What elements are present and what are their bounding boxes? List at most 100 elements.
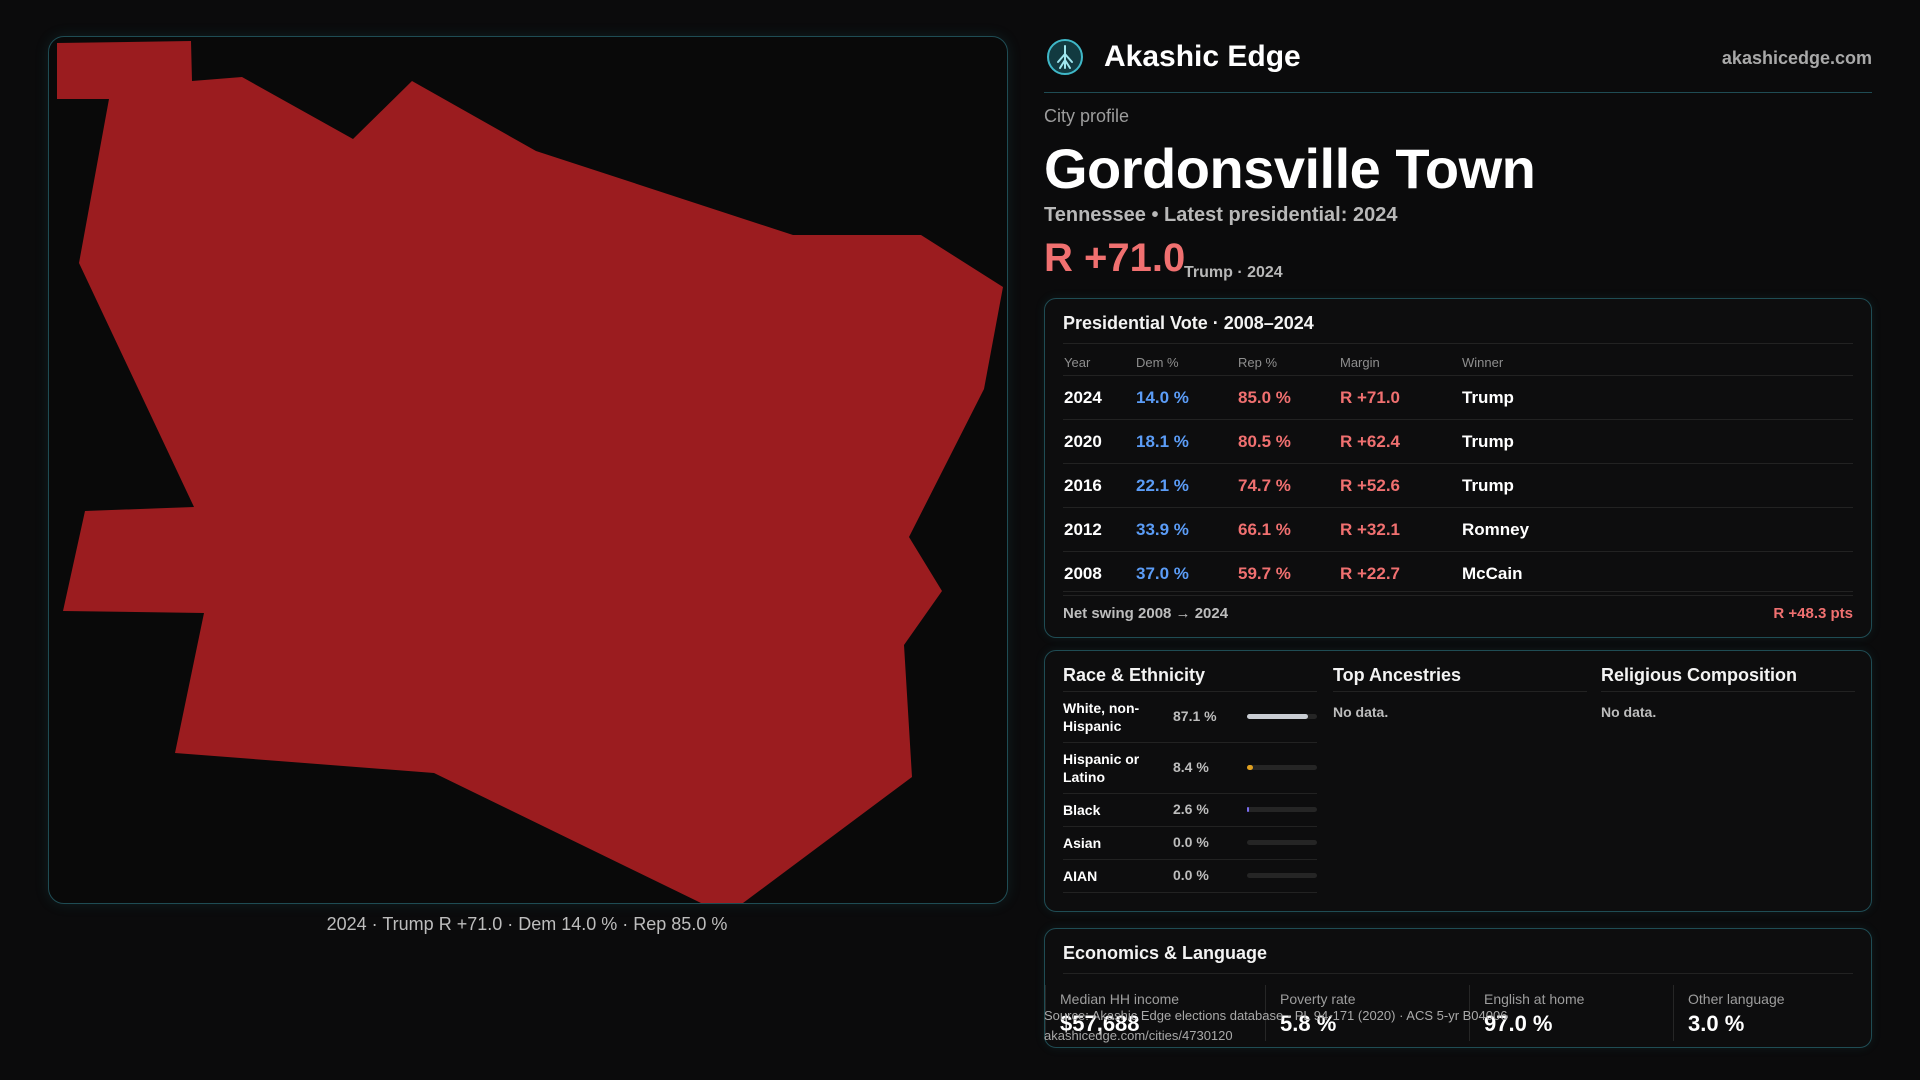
econ-stat: Median HH income $57,688 bbox=[1045, 985, 1250, 1041]
race-row: White, non-Hispanic 87.1 % bbox=[1063, 692, 1317, 743]
race-percent: 2.6 % bbox=[1173, 801, 1209, 817]
religious-composition-title: Religious Composition bbox=[1601, 665, 1855, 692]
econ-stat: Other language 3.0 % bbox=[1673, 985, 1871, 1041]
rep-cell: 66.1 % bbox=[1237, 507, 1339, 552]
dem-cell: 22.1 % bbox=[1135, 463, 1237, 508]
dem-cell: 14.0 % bbox=[1135, 375, 1237, 420]
profile-panel: Akashic Edge akashicedge.com City profil… bbox=[1044, 36, 1872, 1048]
race-percent: 0.0 % bbox=[1173, 867, 1209, 883]
margin-cell: R +52.6 bbox=[1339, 463, 1461, 508]
margin-cell: R +22.7 bbox=[1339, 551, 1461, 596]
dem-cell: 18.1 % bbox=[1135, 419, 1237, 464]
econ-stat-label: Other language bbox=[1688, 991, 1785, 1007]
year-cell: 2008 bbox=[1063, 551, 1135, 596]
section-eyebrow: City profile bbox=[1044, 106, 1130, 126]
race-row: Hispanic or Latino 8.4 % bbox=[1063, 743, 1317, 794]
source-citation: Source: Akashic Edge elections database … bbox=[1044, 1008, 1508, 1023]
city-boundary-map bbox=[57, 41, 1003, 903]
table-row: 2020 18.1 % 80.5 % R +62.4 Trump bbox=[1063, 419, 1853, 464]
table-row: 2008 37.0 % 59.7 % R +22.7 McCain bbox=[1063, 551, 1853, 596]
net-swing-value: R +48.3 pts bbox=[1773, 605, 1853, 622]
race-name: Asian bbox=[1063, 835, 1102, 851]
map-caption: 2024 · Trump R +71.0 · Dem 14.0 % · Rep … bbox=[326, 914, 728, 934]
religion-empty-text: No data. bbox=[1601, 704, 1657, 720]
column-header: Winner bbox=[1461, 349, 1853, 376]
econ-stat-label: Poverty rate bbox=[1280, 991, 1356, 1007]
latest-margin-note: Trump · 2024 bbox=[1184, 264, 1283, 281]
tree-globe-logo-icon bbox=[1046, 38, 1084, 76]
year-cell: 2012 bbox=[1063, 507, 1135, 552]
margin-cell: R +32.1 bbox=[1339, 507, 1461, 552]
table-header-row: Year Dem % Rep % Margin Winner bbox=[1063, 349, 1853, 376]
race-ethnicity-column: Race & Ethnicity White, non-Hispanic 87.… bbox=[1063, 665, 1317, 893]
top-ancestries-column: Top Ancestries No data. bbox=[1333, 665, 1587, 720]
site-link[interactable]: akashicedge.com bbox=[1721, 48, 1872, 68]
winner-cell: Trump bbox=[1461, 419, 1853, 464]
card-title: Presidential Vote · 2008–2024 bbox=[1063, 313, 1314, 333]
state-subline: Tennessee • Latest presidential: 2024 bbox=[1044, 204, 1398, 226]
econ-stat-value: $57,688 bbox=[1060, 1011, 1140, 1036]
religious-composition-column: Religious Composition No data. bbox=[1601, 665, 1855, 720]
race-bar-track bbox=[1247, 873, 1317, 878]
econ-stat-label: Median HH income bbox=[1060, 991, 1180, 1007]
race-row: Asian 0.0 % bbox=[1063, 827, 1317, 860]
margin-cell: R +62.4 bbox=[1339, 419, 1461, 464]
race-row: AIAN 0.0 % bbox=[1063, 860, 1317, 893]
race-bar-track bbox=[1247, 765, 1317, 770]
ancestries-empty-text: No data. bbox=[1333, 704, 1389, 720]
race-row: Black 2.6 % bbox=[1063, 794, 1317, 827]
column-header: Dem % bbox=[1135, 349, 1237, 376]
year-cell: 2024 bbox=[1063, 375, 1135, 420]
race-bar-fill bbox=[1247, 714, 1308, 719]
source-footer: Source: Akashic Edge elections database … bbox=[1044, 1006, 1507, 1046]
race-percent: 87.1 % bbox=[1173, 708, 1217, 724]
top-ancestries-title: Top Ancestries bbox=[1333, 665, 1587, 692]
race-name: Black bbox=[1063, 802, 1101, 818]
race-percent: 0.0 % bbox=[1173, 834, 1209, 850]
table-row: 2016 22.1 % 74.7 % R +52.6 Trump bbox=[1063, 463, 1853, 508]
econ-stat-value: 97.0 % bbox=[1484, 1011, 1553, 1036]
rep-cell: 85.0 % bbox=[1237, 375, 1339, 420]
econ-stat-value: 3.0 % bbox=[1688, 1011, 1745, 1036]
vote-table: Year Dem % Rep % Margin Winner 2024 14.0… bbox=[1063, 349, 1853, 596]
year-cell: 2016 bbox=[1063, 463, 1135, 508]
table-row: 2012 33.9 % 66.1 % R +32.1 Romney bbox=[1063, 507, 1853, 552]
net-swing-label: Net swing 2008 → 2024 bbox=[1063, 605, 1229, 622]
rep-cell: 80.5 % bbox=[1237, 419, 1339, 464]
demographics-card: Race & Ethnicity White, non-Hispanic 87.… bbox=[1044, 650, 1872, 912]
econ-stat-value: 5.8 % bbox=[1280, 1011, 1337, 1036]
brand-name: Akashic Edge bbox=[1104, 40, 1301, 73]
econ-stat: English at home 97.0 % bbox=[1469, 985, 1674, 1041]
dem-cell: 37.0 % bbox=[1135, 551, 1237, 596]
column-header: Margin bbox=[1339, 349, 1461, 376]
column-header: Rep % bbox=[1237, 349, 1339, 376]
city-map bbox=[48, 36, 1008, 904]
winner-cell: Romney bbox=[1461, 507, 1853, 552]
table-row: 2024 14.0 % 85.0 % R +71.0 Trump bbox=[1063, 375, 1853, 420]
winner-cell: Trump bbox=[1461, 375, 1853, 420]
winner-cell: McCain bbox=[1461, 551, 1853, 596]
economics-title: Economics & Language bbox=[1063, 943, 1268, 963]
race-bar-fill bbox=[1247, 807, 1250, 812]
race-bar-track bbox=[1247, 714, 1317, 719]
page-title: Gordonsville Town bbox=[1044, 137, 1536, 200]
rep-cell: 59.7 % bbox=[1237, 551, 1339, 596]
winner-cell: Trump bbox=[1461, 463, 1853, 508]
dem-cell: 33.9 % bbox=[1135, 507, 1237, 552]
city-boundary-shape bbox=[57, 41, 1003, 903]
econ-stat-label: English at home bbox=[1484, 991, 1585, 1007]
race-percent: 8.4 % bbox=[1173, 759, 1209, 775]
race-name: White, non-Hispanic bbox=[1063, 700, 1140, 734]
year-cell: 2020 bbox=[1063, 419, 1135, 464]
race-bar-track bbox=[1247, 807, 1317, 812]
race-name: AIAN bbox=[1063, 868, 1098, 884]
race-name: Hispanic or Latino bbox=[1063, 751, 1140, 785]
race-bar-fill bbox=[1247, 765, 1253, 770]
presidential-vote-card: Presidential Vote · 2008–2024 Year Dem %… bbox=[1044, 298, 1872, 638]
economics-language-card: Economics & Language Median HH income $5… bbox=[1044, 928, 1872, 1048]
race-ethnicity-title: Race & Ethnicity bbox=[1063, 665, 1317, 692]
source-url[interactable]: akashicedge.com/cities/4730120 bbox=[1044, 1028, 1233, 1043]
race-bar-track bbox=[1247, 840, 1317, 845]
margin-cell: R +71.0 bbox=[1339, 375, 1461, 420]
column-header: Year bbox=[1063, 349, 1135, 376]
